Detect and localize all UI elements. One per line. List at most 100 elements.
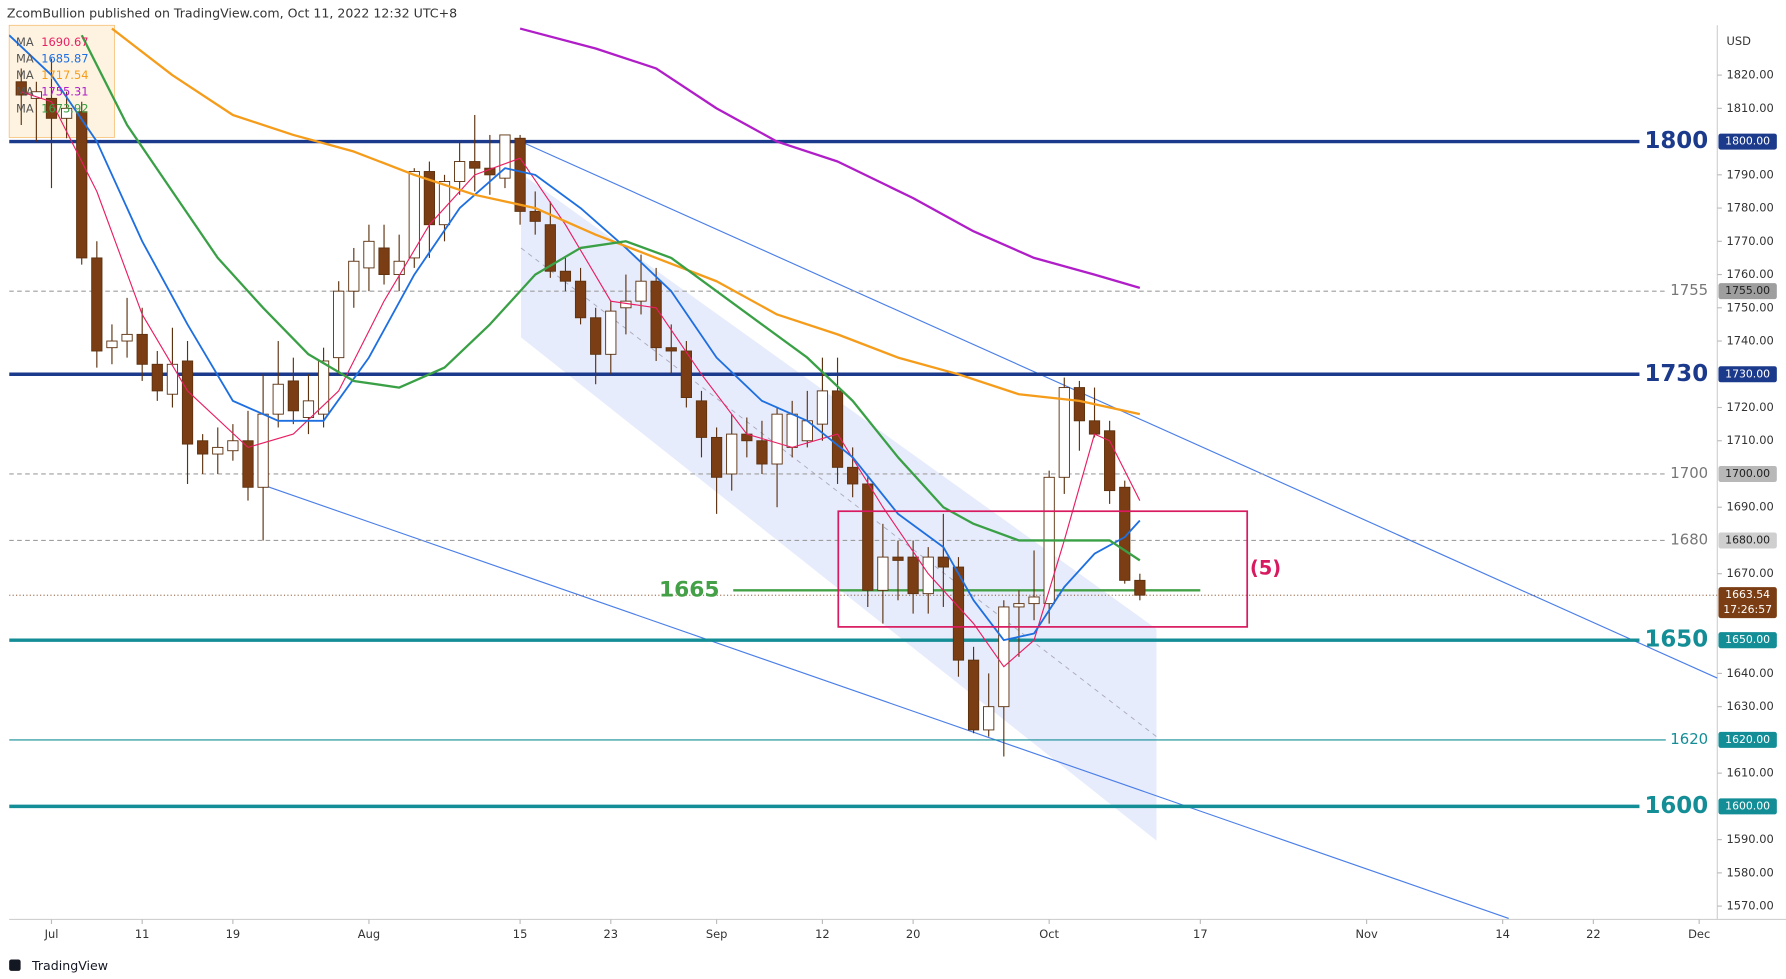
candle-body [454, 161, 466, 182]
candle-body [695, 400, 708, 438]
x-tick-label: Jul [44, 927, 59, 941]
ma-line [519, 27, 1141, 289]
x-tick-label: 11 [135, 927, 150, 941]
level-label: 1680 [1670, 530, 1708, 548]
legend-value: 1673.92 [41, 101, 88, 115]
y-tick-label: 1720.00 [1726, 400, 1773, 414]
level-label: 1730 [1644, 361, 1708, 387]
currency: USD [1726, 34, 1751, 48]
candle-body [877, 556, 889, 591]
candle-body [469, 161, 481, 169]
logo [9, 959, 21, 971]
x-tick-label: 19 [226, 927, 241, 941]
candle-body [197, 440, 209, 455]
candle-body [1028, 596, 1040, 605]
x-tick-label: 20 [906, 927, 921, 941]
ma-line [21, 91, 1141, 668]
y-tick-label: 1750.00 [1726, 300, 1773, 314]
y-tick-label: 1710.00 [1726, 433, 1773, 447]
candle-body [786, 413, 798, 448]
candle-body [302, 400, 315, 418]
overlay: 1570.00 1580.00 1590.00 1610.00 1630.00 1640.… [16, 35, 1777, 941]
level-badge [1718, 632, 1777, 649]
y-tick-label: 1740.00 [1726, 334, 1773, 348]
level-badge [1718, 283, 1777, 300]
legend-value: 1685.87 [41, 52, 88, 66]
level-badge-label: 1700.00 [1725, 467, 1770, 480]
candle-body [998, 606, 1010, 708]
candle-body [1073, 387, 1086, 422]
ma-line [111, 27, 1141, 416]
support-label: 1665 [659, 577, 720, 602]
legend-name: MA [16, 68, 34, 82]
candle-body [106, 340, 118, 349]
x-tick-label: Oct [1039, 927, 1059, 941]
candle-body [60, 107, 73, 119]
level-label: 1650 [1644, 627, 1708, 653]
candle-body [892, 556, 904, 561]
y-tick-label: 1770.00 [1726, 234, 1773, 248]
legend-name: MA [16, 85, 34, 99]
candle-body [559, 270, 572, 282]
candle-body [650, 280, 662, 349]
countdown: 17:26:57 [1723, 603, 1772, 616]
pattern-box [837, 510, 1249, 628]
candle-body [967, 659, 980, 731]
legend-name: MA [16, 35, 34, 49]
candle-body [937, 556, 949, 568]
x-tick-label: 17 [1193, 927, 1208, 941]
candle-body [1058, 387, 1070, 478]
candle-body [181, 360, 194, 445]
candle-body [983, 706, 995, 731]
candle-body [1013, 603, 1025, 608]
y-tick-label: 1580.00 [1726, 865, 1773, 879]
candle-body [590, 317, 602, 355]
y-tick-label: 1690.00 [1726, 500, 1773, 514]
level-label: 1755 [1670, 281, 1708, 299]
x-tick-label: 15 [513, 927, 528, 941]
ma-line [9, 34, 1141, 642]
y-tick-label: 1570.00 [1726, 899, 1773, 913]
level-badge [1718, 731, 1777, 748]
candle-body [212, 446, 224, 455]
y-tick-label: 1670.00 [1726, 566, 1773, 580]
candle-body [287, 380, 299, 412]
candle-body [378, 247, 390, 276]
candle-body [1134, 579, 1146, 596]
y-tick-label: 1590.00 [1726, 832, 1773, 846]
x-tick-label: 22 [1586, 927, 1601, 941]
level-badge [1718, 465, 1777, 483]
plot [9, 27, 1718, 919]
level-badge [1718, 133, 1777, 150]
candle-body [333, 290, 345, 359]
level-badge-label: 1600.00 [1725, 799, 1770, 812]
candle-body [151, 363, 163, 392]
candle-body [605, 310, 617, 355]
candle-body [952, 566, 965, 661]
level-badge [1718, 532, 1777, 549]
candle-body [45, 97, 58, 119]
candle-body [665, 347, 677, 352]
candle-body [862, 483, 874, 591]
legend-name: MA [16, 101, 34, 115]
ma-line [80, 34, 1141, 562]
y-tick-label: 1640.00 [1726, 666, 1773, 680]
level-badge [1718, 798, 1777, 815]
legend-value: 1690.67 [41, 35, 88, 49]
candle-body [726, 433, 738, 475]
candle-body [242, 440, 254, 488]
candle-body [272, 383, 284, 415]
candle-body [771, 413, 783, 465]
candle-body [348, 260, 360, 292]
candle-body [756, 440, 768, 465]
candle-body [847, 466, 859, 485]
candle-body [1104, 430, 1116, 492]
candle-body [514, 137, 526, 212]
x-tick-label: Nov [1355, 927, 1378, 941]
candle-body [393, 260, 405, 276]
candle-body [121, 333, 133, 342]
level-label: 1620 [1670, 730, 1708, 748]
price-badge-label: 1663.54 [1725, 588, 1770, 601]
regression-channel [520, 173, 1157, 841]
candle-body [408, 171, 420, 259]
